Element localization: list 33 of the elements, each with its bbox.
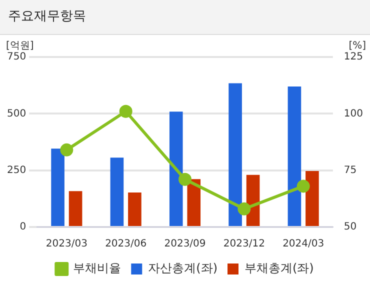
bar xyxy=(288,86,302,226)
y2-tick-label: 125 xyxy=(344,52,364,63)
x-tick-label: 2023/12 xyxy=(223,238,265,250)
y-tick-label: 500 xyxy=(6,108,26,120)
point xyxy=(178,172,192,186)
bar xyxy=(51,148,64,226)
bar xyxy=(306,171,319,226)
point xyxy=(296,180,310,193)
point xyxy=(119,104,132,118)
bar xyxy=(128,192,142,226)
bar xyxy=(110,158,124,226)
x-tick-label: 2023/06 xyxy=(105,238,147,250)
point xyxy=(60,143,74,156)
y2-tick-label: 100 xyxy=(344,108,364,120)
legend-label: 자산총계(좌) xyxy=(148,261,218,276)
y2-tick-label: 75 xyxy=(344,164,357,176)
bar xyxy=(169,112,183,226)
y2-axis-title: [%] xyxy=(348,40,366,52)
y2-tick-label: 50 xyxy=(344,222,357,233)
x-tick-label: 2024/03 xyxy=(282,238,324,250)
y-axis-title: [억원] xyxy=(6,40,34,52)
legend-label: 부채비율 xyxy=(73,261,122,276)
chart-title: 주요재무항목 xyxy=(0,0,370,35)
x-tick-label: 2023/09 xyxy=(164,238,206,250)
bar xyxy=(187,179,201,226)
bar xyxy=(228,83,242,226)
legend-label: 부채총계(좌) xyxy=(244,261,314,276)
y-tick-label: 250 xyxy=(6,164,26,176)
x-tick-label: 2023/03 xyxy=(46,238,88,250)
y-tick-label: 750 xyxy=(6,52,26,63)
point xyxy=(238,202,251,216)
bar xyxy=(68,191,82,226)
y-tick-label: 0 xyxy=(20,222,26,233)
